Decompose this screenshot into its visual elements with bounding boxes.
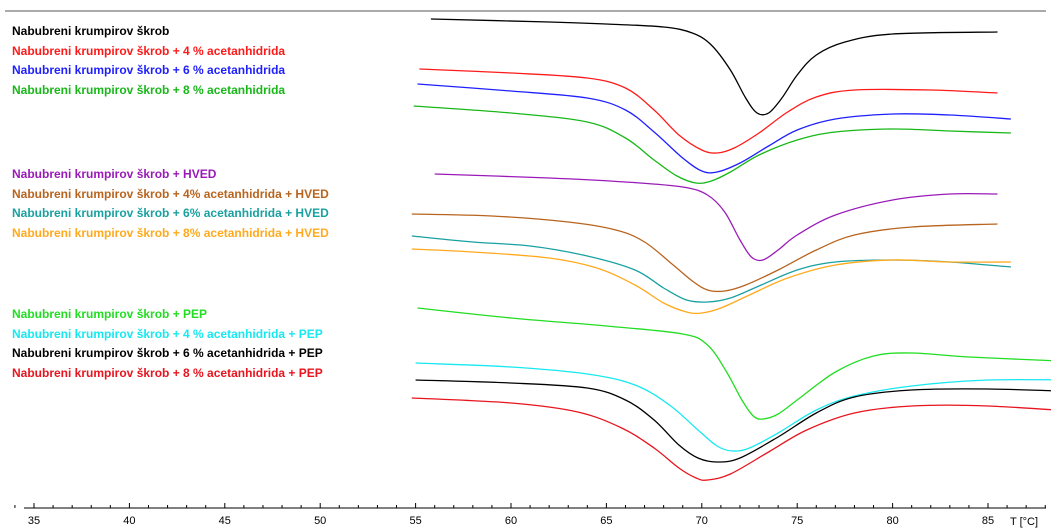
tick-label-80: 80 [886,515,898,527]
tick-label-50: 50 [314,515,326,527]
tick-label-55: 55 [409,515,421,527]
tick-label-85: 85 [982,515,994,527]
legend-group-pep: Nabubreni krumpirov škrob + PEP Nabubreni… [12,305,323,383]
series-line-12 [411,397,1051,481]
legend-entry: Nabubreni krumpirov škrob + 8 % acetanhi… [12,365,323,380]
x-axis: 35 40 45 50 55 60 65 70 75 80 85 T [°C] [14,503,1046,528]
legend-entry: Nabubreni krumpirov škrob + 4 % acetanhi… [12,326,323,341]
plot-lines [411,18,1051,481]
tick-label-65: 65 [600,515,612,527]
series-line-1 [430,18,998,116]
legend-entry: Nabubreni krumpirov škrob + PEP [12,307,208,321]
x-axis-ticks [14,503,1046,508]
series-line-7 [411,235,1011,303]
legend-entry: Nabubreni krumpirov škrob + 6% acetanhid… [12,206,329,220]
x-axis-label: T [°C] [1010,516,1038,528]
series-line-8 [411,248,1011,315]
legend-entry: Nabubreni krumpirov škrob [12,24,170,38]
series-line-3 [417,83,1011,174]
series-line-4 [413,105,1011,184]
legend-group-native: Nabubreni krumpirov škrob Nabubreni krump… [12,22,285,100]
series-line-5 [434,173,998,262]
legend-entry: Nabubreni krumpirov škrob + 6 % acetanhi… [12,346,323,360]
legend-entry: Nabubreni krumpirov škrob + HVED [12,167,217,181]
legend-entry: Nabubreni krumpirov škrob + 4% acetanhid… [12,186,329,201]
legend-entry: Nabubreni krumpirov škrob + 8 % acetanhi… [12,82,286,97]
tick-label-75: 75 [791,515,803,527]
series-line-2 [419,68,998,154]
series-line-9 [417,307,1051,420]
tick-label-60: 60 [505,515,517,527]
legend-entry: Nabubreni krumpirov škrob + 6 % acetanhi… [12,63,286,77]
series-line-10 [415,362,1051,452]
legend-group-hved: Nabubreni krumpirov škrob + HVED Nabubren… [12,165,329,243]
x-axis-tick-labels: 35 40 45 50 55 60 65 70 75 80 85 [28,515,994,527]
tick-label-40: 40 [123,515,135,527]
tick-label-35: 35 [28,515,40,527]
legend-entry: Nabubreni krumpirov škrob + 8% acetanhid… [12,225,329,240]
tick-label-45: 45 [219,515,231,527]
legend-entry: Nabubreni krumpirov škrob + 4 % acetanhi… [12,43,286,58]
series-line-6 [411,213,998,293]
tick-label-70: 70 [696,515,708,527]
series-line-11 [415,379,1051,463]
